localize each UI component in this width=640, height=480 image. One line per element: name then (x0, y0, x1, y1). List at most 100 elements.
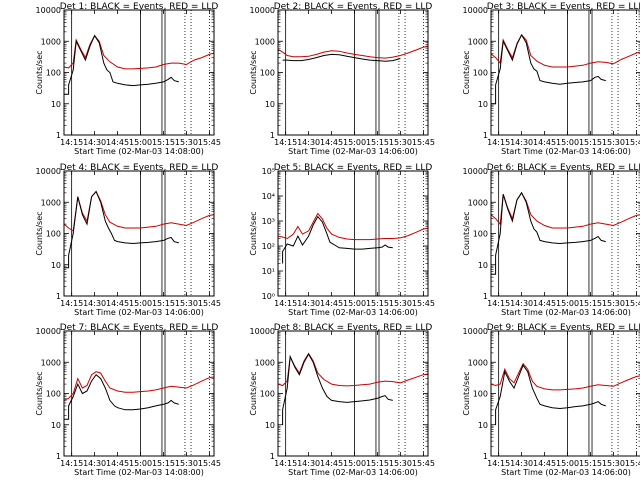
y-tick-label: 10000 (463, 167, 488, 176)
y-tick-label: 100 (260, 390, 275, 399)
x-tick-label: 14:15 (274, 299, 297, 308)
x-tick-label: 14:30 (297, 299, 320, 308)
y-axis-label: Counts/sec (462, 371, 471, 415)
x-tick-label: 15:45 (625, 299, 640, 308)
y-tick-label: 1 (270, 452, 275, 461)
chart-title: Det 3: BLACK = Events, RED = LLD (487, 2, 640, 12)
chart-title: Det 1: BLACK = Events, RED = LLD (60, 2, 219, 12)
x-axis-label: Start Time (02-Mar-03 14:06:00) (501, 308, 631, 317)
y-tick-label: 10000 (36, 167, 61, 176)
x-tick-label: 15:15 (152, 138, 175, 147)
x-tick-label: 14:45 (320, 459, 343, 468)
x-axis-label: Start Time (02-Mar-03 14:06:00) (288, 468, 418, 477)
chart-title: Det 6: BLACK = Events, RED = LLD (487, 163, 640, 173)
x-tick-label: 15:30 (389, 299, 412, 308)
y-tick-label: 10¹ (262, 267, 275, 276)
y-tick-label: 10000 (250, 327, 275, 336)
x-tick-label: 14:15 (274, 459, 297, 468)
x-tick-label: 15:15 (366, 299, 389, 308)
x-tick-label: 14:30 (510, 138, 533, 147)
y-tick-label: 1 (56, 452, 61, 461)
y-tick-label: 10⁴ (262, 192, 275, 201)
series-line-events (491, 191, 606, 275)
x-tick-label: 15:45 (412, 299, 435, 308)
series-line-lld (277, 46, 429, 59)
y-tick-label: 1000 (41, 358, 61, 367)
series-line-lld (63, 190, 215, 232)
x-tick-label: 14:30 (297, 459, 320, 468)
y-axis-label: Counts/sec (35, 211, 44, 255)
x-tick-label: 15:15 (152, 299, 175, 308)
chart-title: Det 7: BLACK = Events, RED = LLD (60, 323, 219, 333)
y-tick-label: 1000 (255, 358, 275, 367)
y-tick-label: 10 (51, 421, 61, 430)
x-tick-label: 14:45 (320, 299, 343, 308)
plot-frame (63, 330, 215, 457)
x-tick-label: 15:30 (175, 459, 198, 468)
series-line-lld (63, 34, 215, 70)
x-tick-label: 15:00 (343, 459, 366, 468)
plot-frame (277, 330, 429, 457)
plot-frame (63, 9, 215, 136)
y-tick-label: 10⁰ (262, 292, 275, 301)
y-tick-label: 10 (478, 100, 488, 109)
x-tick-label: 15:00 (343, 138, 366, 147)
x-tick-label: 15:00 (556, 299, 579, 308)
x-tick-label: 14:15 (60, 299, 83, 308)
y-axis-label: Counts/sec (35, 371, 44, 415)
x-tick-label: 15:45 (198, 138, 221, 147)
x-tick-label: 15:00 (129, 138, 152, 147)
x-tick-label: 15:00 (556, 459, 579, 468)
y-tick-label: 1 (483, 452, 488, 461)
y-tick-label: 10 (51, 261, 61, 270)
series-line-events (64, 190, 179, 269)
x-tick-label: 14:15 (60, 459, 83, 468)
x-axis-label: Start Time (02-Mar-03 14:06:00) (288, 308, 418, 317)
x-tick-label: 15:45 (198, 459, 221, 468)
x-tick-label: 15:00 (129, 459, 152, 468)
x-axis-label: Start Time (02-Mar-03 14:06:00) (288, 147, 418, 156)
y-tick-label: 10 (51, 100, 61, 109)
series-line-events (282, 353, 393, 425)
y-tick-label: 10000 (36, 6, 61, 15)
y-tick-label: 10000 (250, 6, 275, 15)
x-tick-label: 14:15 (487, 299, 510, 308)
y-tick-label: 10000 (36, 327, 61, 336)
y-axis-label: Counts/sec (462, 211, 471, 255)
plot-frame (277, 170, 429, 297)
series-line-events (282, 53, 401, 62)
y-tick-label: 10000 (463, 6, 488, 15)
x-tick-label: 14:30 (83, 459, 106, 468)
y-tick-label: 1000 (468, 198, 488, 207)
y-tick-label: 1000 (41, 37, 61, 46)
x-tick-label: 15:45 (625, 459, 640, 468)
x-axis-label: Start Time (02-Mar-03 14:08:00) (74, 147, 204, 156)
y-tick-label: 10000 (463, 327, 488, 336)
x-tick-label: 15:30 (175, 299, 198, 308)
x-tick-label: 15:45 (625, 138, 640, 147)
y-tick-label: 10 (478, 261, 488, 270)
y-tick-label: 100 (473, 390, 488, 399)
series-line-lld (277, 212, 429, 241)
chart-title: Det 4: BLACK = Events, RED = LLD (60, 163, 219, 173)
x-tick-label: 14:45 (106, 299, 129, 308)
series-line-events (491, 33, 606, 105)
x-tick-label: 14:45 (106, 459, 129, 468)
x-axis-label: Start Time (02-Mar-03 14:06:00) (74, 308, 204, 317)
plot-frame (490, 330, 640, 457)
x-tick-label: 15:30 (602, 459, 625, 468)
x-tick-label: 15:15 (152, 459, 175, 468)
y-tick-label: 100 (473, 69, 488, 78)
x-tick-label: 15:15 (579, 299, 602, 308)
y-tick-label: 10² (262, 242, 275, 251)
chart-title: Det 8: BLACK = Events, RED = LLD (274, 323, 433, 333)
x-tick-label: 15:45 (198, 299, 221, 308)
